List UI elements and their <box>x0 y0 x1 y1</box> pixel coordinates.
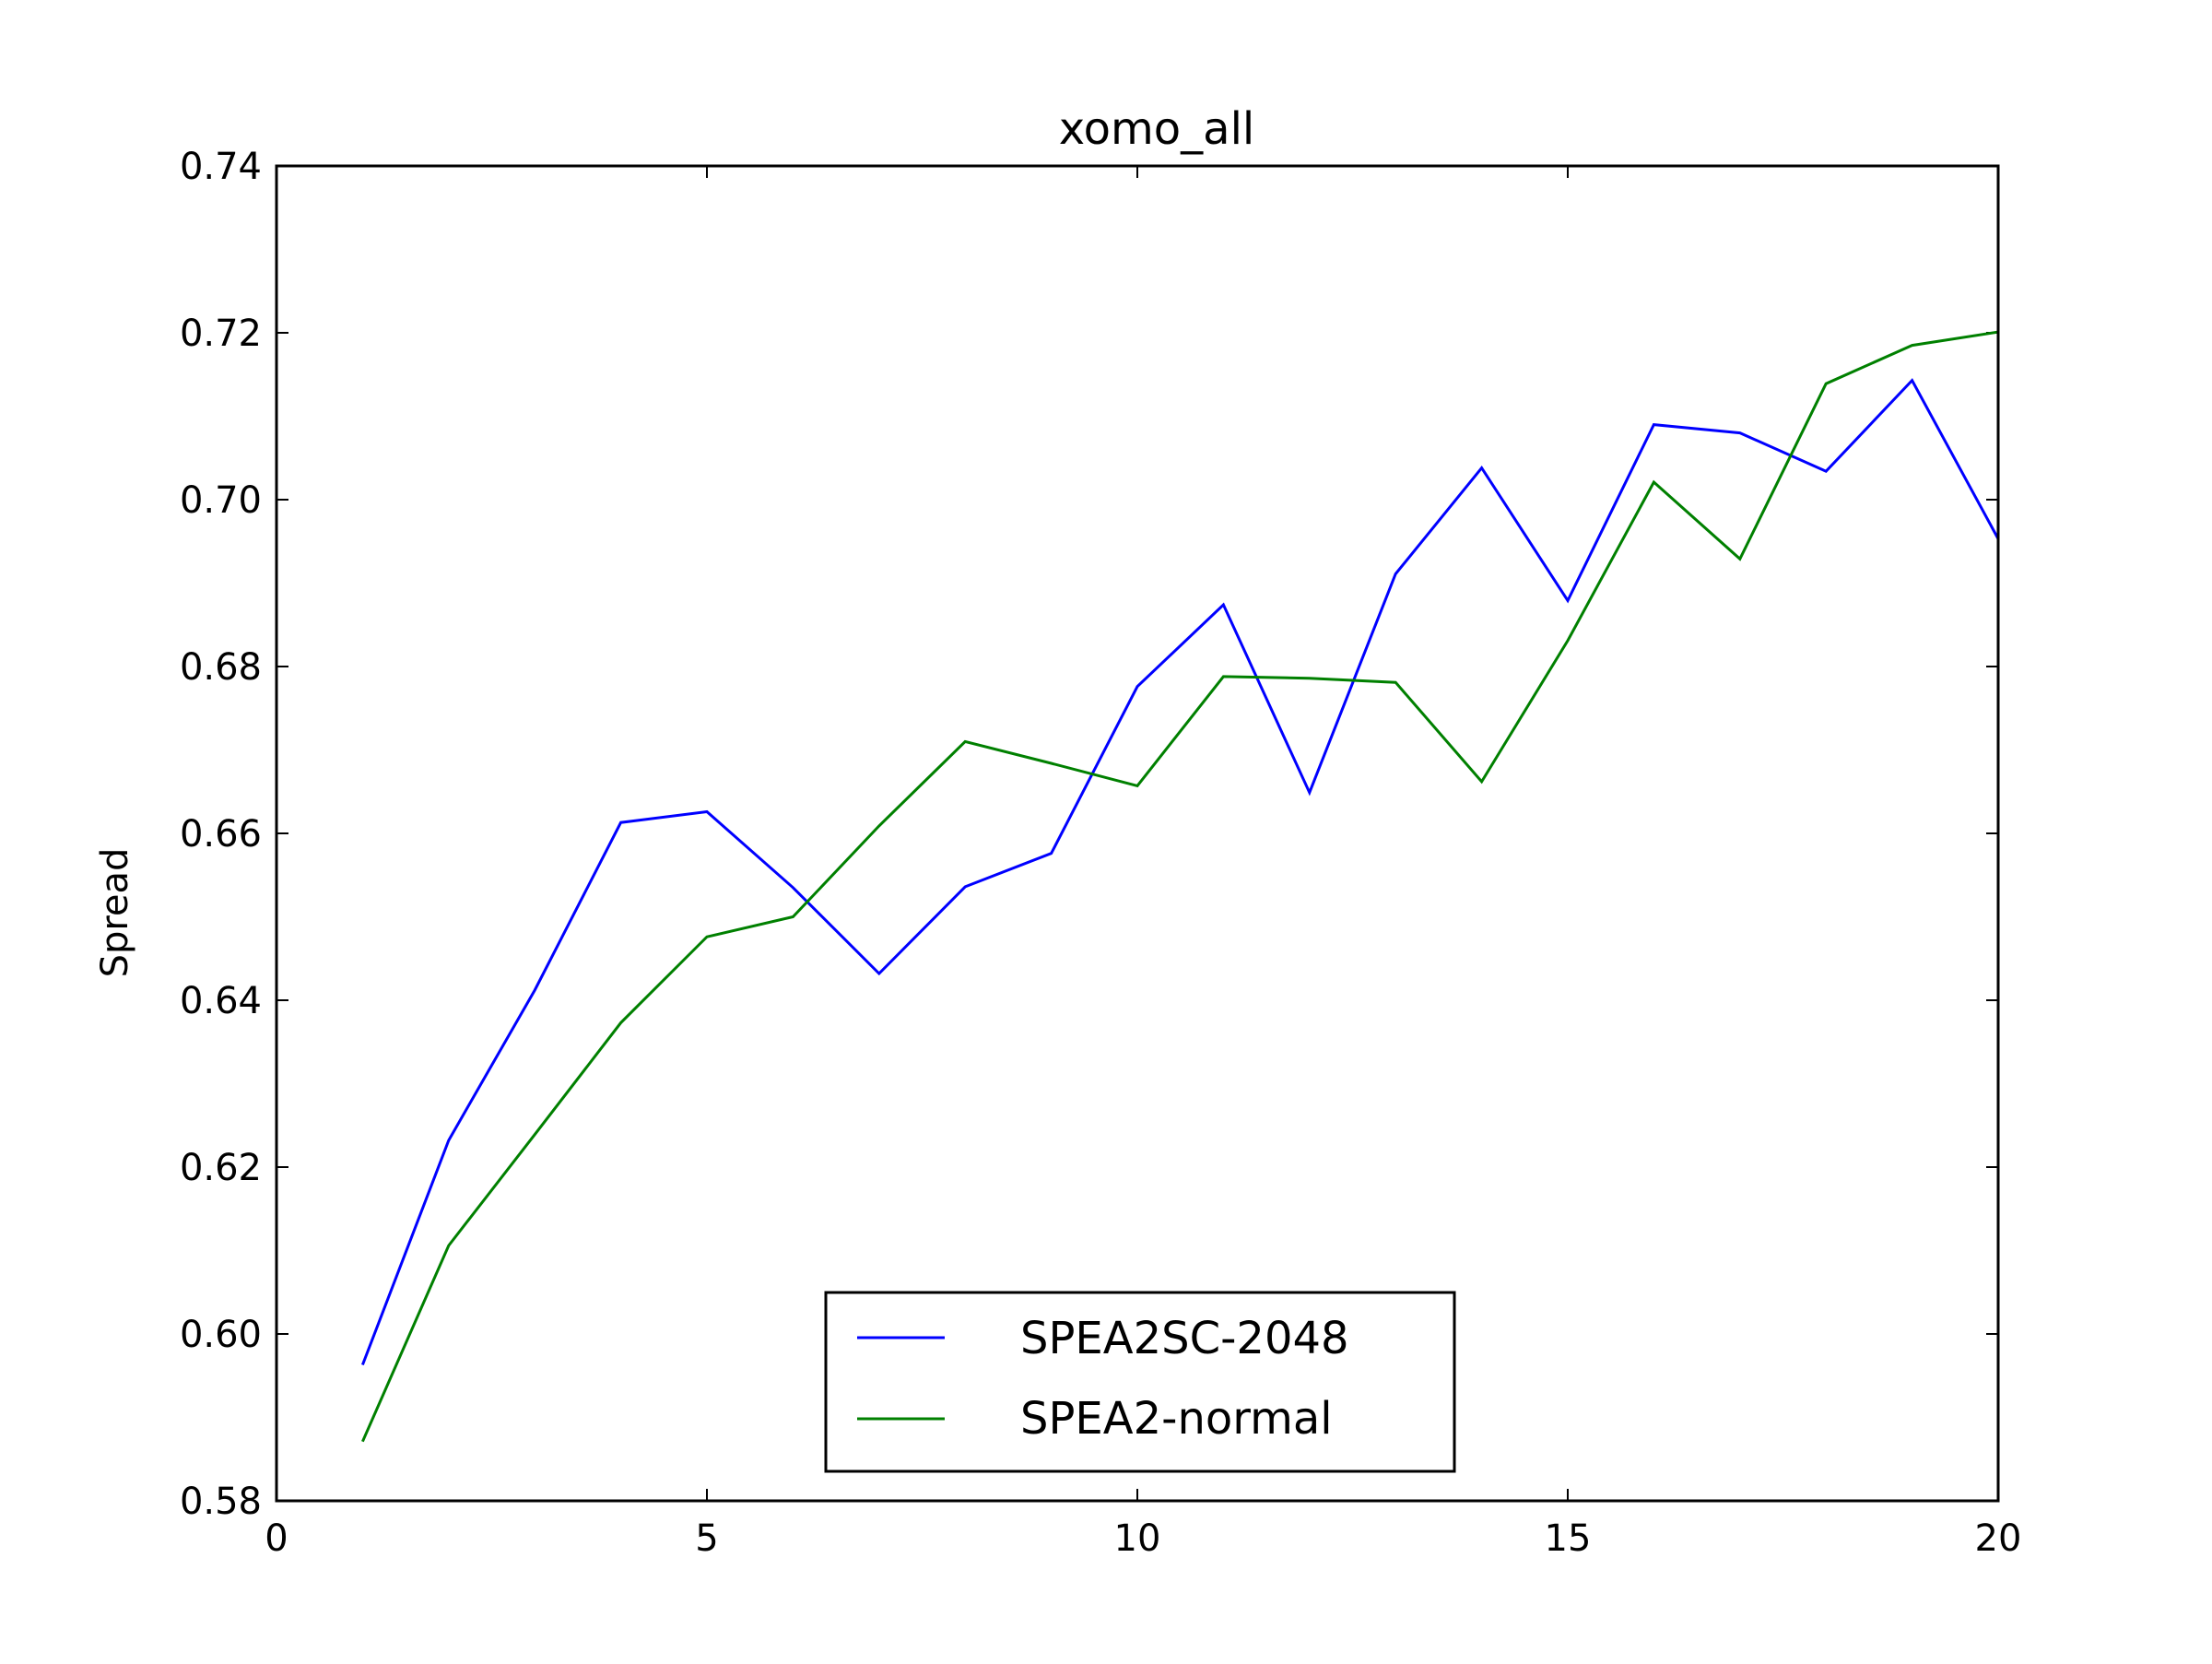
x-tick-label: 0 <box>265 1517 288 1560</box>
y-tick-label: 0.64 <box>180 980 262 1022</box>
y-tick-label: 0.68 <box>180 646 262 689</box>
y-tick-label: 0.60 <box>180 1314 262 1356</box>
legend-label-spea2-normal: SPEA2-normal <box>1020 1393 1333 1445</box>
axis-tick-labels: 0 5 10 15 20 0.58 0.60 0.62 0.64 0.66 0.68 0.70 0.72… <box>180 146 2022 1560</box>
series-line-spea2-normal <box>361 330 1999 1443</box>
y-axis-label: Spread <box>94 848 136 978</box>
y-tick-label: 0.62 <box>180 1147 262 1189</box>
series-line-spea2sc-2048 <box>360 378 2000 1366</box>
y-tick-label: 0.70 <box>180 479 262 522</box>
y-tick-label: 0.72 <box>180 313 262 355</box>
y-tick-label: 0.58 <box>180 1481 262 1523</box>
y-tick-label: 0.66 <box>180 813 262 856</box>
legend-frame <box>824 1291 1456 1473</box>
x-tick-label: 20 <box>1975 1517 2022 1560</box>
chart-title: xomo_all <box>1059 103 1255 155</box>
plot-area-frame <box>275 164 2000 1503</box>
x-tick-label: 10 <box>1114 1517 1161 1560</box>
x-tick-label: 5 <box>695 1517 718 1560</box>
legend-label-spea2sc-2048: SPEA2SC-2048 <box>1020 1313 1349 1364</box>
x-tick-label: 15 <box>1545 1517 1592 1560</box>
legend: SPEA2SC-2048 SPEA2-normal <box>824 1291 1456 1473</box>
y-tick-label: 0.74 <box>180 146 262 188</box>
series-lines <box>360 330 2000 1443</box>
